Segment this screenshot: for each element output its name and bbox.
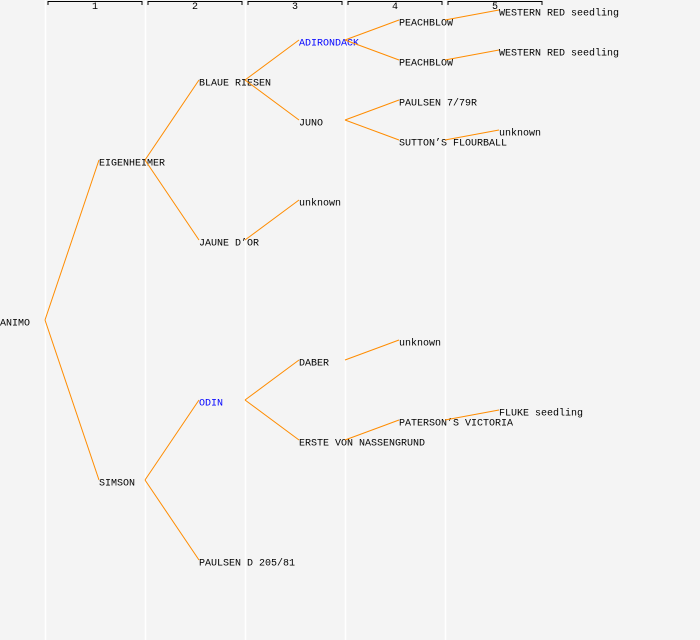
pedigree-link	[444, 49, 500, 61]
pedigree-link	[144, 479, 200, 561]
pedigree-link	[444, 9, 500, 21]
pedigree-node: FLUKE seedling	[499, 408, 583, 420]
pedigree-node: SIMSON	[99, 479, 135, 490]
pedigree-node: unknown	[399, 338, 441, 350]
generation-header: 5	[492, 2, 498, 13]
pedigree-node: ANIMO	[0, 319, 30, 330]
pedigree-node: unknown	[299, 198, 341, 210]
pedigree-link	[244, 359, 300, 401]
pedigree-node: ERSTE VON NASSENGRUND	[299, 439, 425, 450]
generation-bracket	[347, 1, 443, 5]
pedigree-node: JAUNE D’OR	[199, 238, 259, 250]
pedigree-link	[244, 39, 300, 81]
generation-bracket	[147, 1, 243, 5]
generation-header: 2	[192, 2, 198, 13]
pedigree-node: ADIRONDACK	[299, 39, 359, 50]
pedigree-node: SUTTON’S FLOURBALL	[399, 138, 507, 150]
generation-bracket	[47, 1, 143, 5]
pedigree-node: PATERSON’S VICTORIA	[399, 418, 513, 430]
pedigree-link	[344, 39, 400, 61]
pedigree-link	[144, 399, 200, 481]
pedigree-link	[244, 399, 300, 441]
pedigree-node: DABER	[299, 359, 329, 370]
generation-bracket	[247, 1, 343, 5]
pedigree-node: EIGENHEIMER	[99, 159, 165, 170]
generation-bracket	[447, 1, 543, 5]
pedigree-link	[344, 19, 400, 41]
pedigree-node: ODIN	[199, 399, 223, 410]
pedigree-node: WESTERN RED seedling	[499, 8, 619, 20]
pedigree-node: PEACHBLOW	[399, 59, 453, 70]
pedigree-link	[244, 79, 300, 121]
pedigree-link	[244, 199, 300, 241]
pedigree-link	[344, 119, 400, 141]
pedigree-link	[144, 159, 200, 241]
generation-header: 4	[392, 2, 398, 13]
pedigree-node: unknown	[499, 128, 541, 140]
pedigree-link	[44, 319, 100, 481]
pedigree-node: WESTERN RED seedling	[499, 48, 619, 60]
pedigree-node: JUNO	[299, 119, 323, 130]
pedigree-link	[444, 409, 500, 421]
pedigree-node: PAULSEN D 205/81	[199, 558, 295, 570]
pedigree-link	[344, 419, 400, 441]
pedigree-node: PEACHBLOW	[399, 19, 453, 30]
pedigree-link	[444, 129, 500, 141]
generation-header: 1	[92, 2, 98, 13]
pedigree-node: PAULSEN 7/79R	[399, 98, 477, 110]
pedigree-link	[344, 99, 400, 121]
pedigree-link	[44, 159, 100, 321]
pedigree-node: BLAUE RIESEN	[199, 79, 271, 90]
pedigree-link	[344, 339, 400, 361]
generation-header: 3	[292, 2, 298, 13]
pedigree-link	[144, 79, 200, 161]
